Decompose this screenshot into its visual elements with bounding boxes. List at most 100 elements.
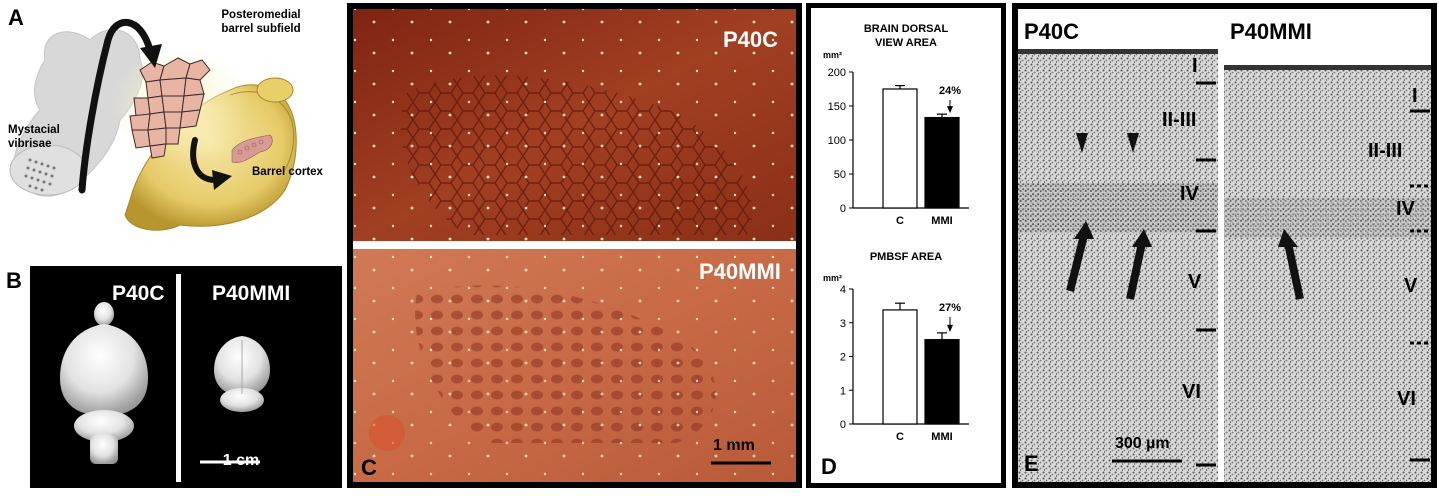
rat-schematic	[9, 19, 297, 231]
chart2-category-label: MMI	[931, 431, 952, 443]
nissl-sections	[1018, 9, 1431, 482]
arrowhead-marker-2	[1127, 133, 1139, 153]
mmi-layer-ii-iii: II-III	[1368, 140, 1403, 162]
chart1-bar-c	[882, 88, 918, 209]
e-scale-label: 300 µm	[1115, 435, 1170, 452]
rat-head-outline	[9, 29, 144, 197]
mmi-layer-i: I	[1412, 85, 1418, 107]
chart1-category-label: C	[896, 215, 904, 227]
c-divider	[353, 241, 796, 249]
control-layer-ticks	[1196, 81, 1216, 467]
chart1-title: BRAIN DORSAL VIEW AREA	[811, 22, 1001, 50]
chart2-bar-c	[882, 309, 918, 425]
panel-c-letter: C	[361, 455, 377, 480]
panel-a: A	[0, 0, 345, 260]
control-layer-ii-iii: II-III	[1162, 109, 1197, 131]
mmi-layer-vi: VI	[1397, 388, 1416, 410]
brain-label-mmi: P40MMI	[212, 282, 291, 305]
chart1-unit: mm²	[823, 50, 843, 60]
vessel-spot	[369, 415, 405, 451]
chart1-y-tick-label: 0	[840, 203, 846, 215]
chart1-svg: 0 50 100 150 200 C MMI 24%	[828, 67, 969, 227]
control-top-background	[1018, 9, 1218, 49]
chart2-category-label: C	[896, 431, 904, 443]
whole-brain-photos	[60, 302, 270, 464]
whisker-pad-dots	[24, 158, 56, 192]
panel-d: BRAIN DORSAL VIEW AREA mm² 0 50 100 150 200 C…	[806, 3, 1006, 488]
control-brain-image	[60, 302, 148, 464]
divider-line	[176, 274, 181, 482]
control-layer-v: V	[1188, 271, 1202, 293]
chart2-y-tick-label: 2	[840, 352, 846, 364]
panel-b-letter: B	[6, 268, 22, 293]
control-pia	[1018, 49, 1218, 54]
arrow-head-2	[212, 170, 232, 190]
chart2-annotation-arrowhead	[947, 324, 953, 332]
chart1-title-line2: VIEW AREA	[875, 37, 937, 49]
chart1-category-label: MMI	[931, 215, 952, 227]
mmi-layer-v: V	[1404, 275, 1418, 297]
c-scale-label: 1 mm	[713, 437, 755, 454]
vibrissae-label-line1: Mystacial	[8, 124, 60, 136]
mmi-layer-ticks	[1410, 109, 1430, 462]
mmi-dots	[353, 249, 796, 482]
e-divider	[1218, 9, 1224, 482]
chart2-y-tick-label: 0	[840, 419, 846, 431]
control-layer-i: I	[1192, 55, 1198, 77]
mmi-brain-image	[214, 336, 270, 412]
vibrissae-to-subfield-arrow	[78, 19, 154, 194]
chart1-y-tick-label: 100	[828, 135, 846, 147]
chart1-y-tick-label: 150	[828, 101, 846, 113]
panel-e-letter: E	[1024, 451, 1039, 476]
panel-b: P40C P40MMI 1 cm	[30, 266, 342, 488]
vibrissae-label-line2: vibrisae	[8, 138, 52, 150]
chart2-unit: mm²	[823, 273, 843, 283]
c-label-mmi: P40MMI	[699, 259, 781, 284]
brain-drawing	[124, 77, 297, 231]
control-section	[1018, 9, 1218, 482]
mmi-section	[1224, 9, 1431, 482]
pmbsf-label-line2: barrel subfield	[221, 23, 301, 35]
arrow-head-1	[140, 44, 162, 68]
chart1-annotation-arrowhead	[947, 106, 953, 114]
control-layer-iv: IV	[1180, 183, 1199, 205]
control-layer-iv-band	[1018, 183, 1218, 233]
mmi-layer-iv-band	[1224, 198, 1431, 238]
chart2-y-tick-label: 3	[840, 318, 846, 330]
barrel-cortex-label: Barrel cortex	[252, 166, 323, 178]
c-label-control: P40C	[723, 27, 779, 52]
chart1-title-line1: BRAIN DORSAL	[863, 23, 949, 35]
chart1-bar-mmi	[924, 116, 960, 209]
e-label-control: P40C	[1024, 19, 1080, 44]
cortex-flatmount-images	[353, 9, 796, 482]
brain-label-control: P40C	[112, 282, 165, 305]
control-layer-vi: VI	[1182, 381, 1201, 403]
panel-c: P40C P40MMI 1 mm C	[347, 3, 802, 488]
chart2-y-tick-label: 1	[840, 385, 846, 397]
chart2-svg: 0 1 2 3 4 C MMI 27%	[840, 284, 969, 443]
barrel-cortex-patch	[231, 134, 273, 163]
mmi-top-background	[1224, 9, 1431, 65]
pmbsf-label-line1: Posteromedial	[221, 9, 301, 21]
panel-a-letter: A	[8, 5, 24, 30]
mmi-layer-iv: IV	[1396, 198, 1415, 220]
arrowhead-marker-1	[1076, 133, 1088, 153]
pmbsf-label: Posteromedial barrel subfield	[196, 8, 326, 36]
control-dots	[353, 9, 796, 241]
chart2-bar-mmi	[924, 339, 960, 425]
panel-e: P40C P40MMI 300 µm E I II-III IV V VI I …	[1012, 3, 1437, 488]
chart2-title-line1: PMBSF AREA	[869, 251, 943, 263]
barrel-arrows	[1066, 221, 1304, 300]
subfield-to-cortex-arrow	[190, 137, 218, 183]
mmi-pia	[1224, 65, 1431, 70]
chart1-annotation-label: 24%	[939, 85, 961, 97]
e-label-mmi: P40MMI	[1230, 19, 1312, 44]
panel-d-letter: D	[821, 454, 837, 479]
chart2-annotation-label: 27%	[939, 302, 961, 314]
vibrissae-label: Mystacial vibrisae	[8, 123, 60, 151]
chart1-y-tick-label: 200	[828, 67, 846, 79]
chart2-y-tick-label: 4	[840, 284, 846, 296]
scale-bar-label: 1 cm	[222, 452, 260, 469]
chart2-title: PMBSF AREA	[811, 250, 1001, 264]
barrel-subfield-map	[129, 57, 211, 159]
